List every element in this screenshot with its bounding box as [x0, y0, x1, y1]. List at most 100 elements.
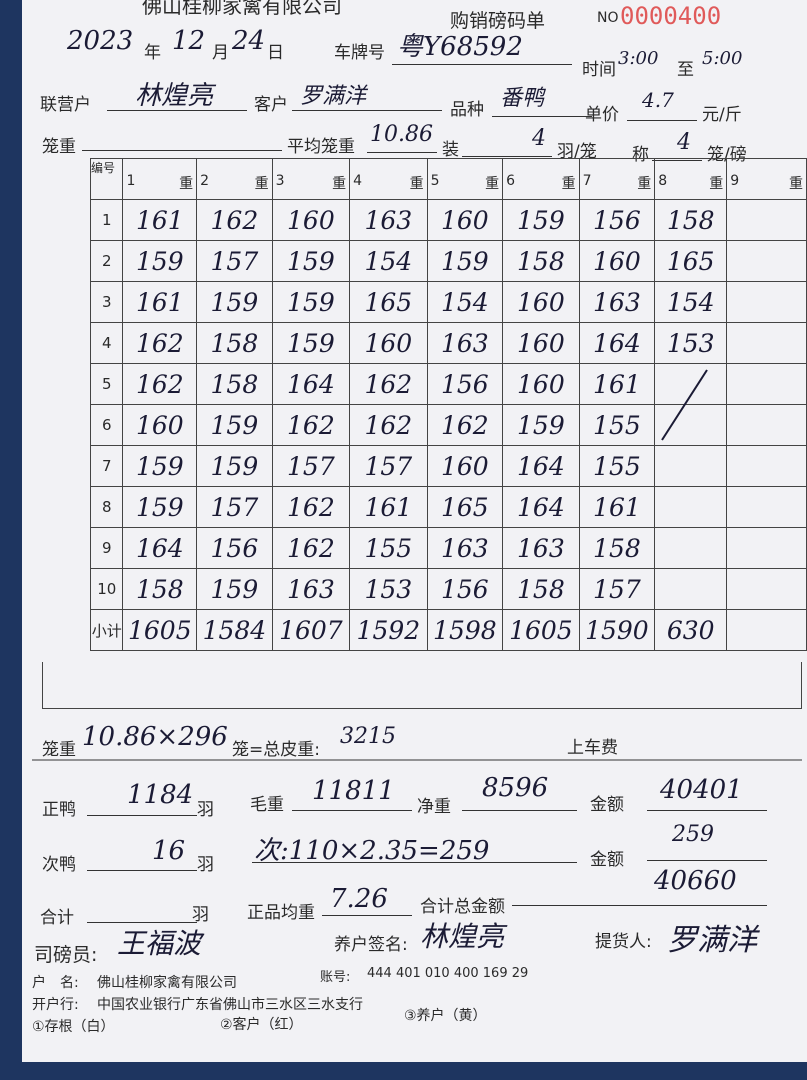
loading-fee-label: 上车费	[567, 738, 618, 758]
weight-unit: 重	[637, 176, 652, 192]
farmer-label: 养户签名:	[334, 935, 408, 955]
tare-label: 笼=总皮重:	[232, 740, 320, 760]
weight-cell: 160	[349, 322, 428, 364]
weight-cell: 160	[426, 445, 504, 487]
weight-cell: 159	[502, 199, 580, 241]
second-unit: 羽	[197, 855, 214, 875]
column-number: 2	[200, 173, 210, 189]
weight-cell: 160	[426, 199, 504, 241]
tare: 3215	[340, 724, 396, 749]
pickup-label: 提货人:	[595, 932, 652, 952]
copy: ②客户（红）	[220, 1017, 303, 1033]
farmer: 林煌亮	[420, 920, 505, 953]
column-number: 9	[730, 173, 740, 189]
column-number: 7	[582, 173, 592, 189]
load-unit: 羽/笼	[557, 142, 597, 162]
gross-label: 毛重	[250, 795, 284, 815]
weight-cell: 163	[426, 527, 504, 569]
total-label: 合计	[40, 908, 74, 928]
weight-cell: 158	[578, 527, 656, 569]
column-number: 1	[126, 173, 136, 189]
weight-cell: 155	[349, 527, 428, 569]
data-row: 9 164 156 162 155 163 163 158	[89, 527, 807, 569]
weight-cell: 164	[122, 527, 198, 569]
cage-calc: 10.86×296	[82, 722, 228, 752]
weight-cell: 158	[196, 363, 273, 405]
weight-cell: 161	[122, 281, 198, 323]
header-row: 编号 1 重 2 重 3 重 4 重 5 重 6 重 7 重 8 重 9 重	[89, 158, 807, 200]
net: 8596	[482, 773, 549, 803]
good: 1184	[127, 780, 194, 810]
weight-cell: 162	[271, 404, 351, 446]
weight-cell: 158	[502, 568, 580, 610]
weight-cell: 162	[122, 363, 198, 405]
weight-cell: 153	[349, 568, 428, 610]
weight-cell	[726, 527, 807, 569]
price-label: 单价	[585, 105, 619, 125]
weight-table: 编号 1 重 2 重 3 重 4 重 5 重 6 重 7 重 8 重 9 重 1 161 162 160 163 160 159 1…	[89, 158, 807, 651]
weight-cell: 159	[502, 404, 580, 446]
weight-cell: 160	[502, 322, 580, 364]
column-number: 5	[430, 173, 440, 189]
company: 佛山桂柳家禽有限公司	[142, 0, 342, 18]
paper: 佛山桂柳家禽有限公司 购销磅码单 NO 0000400 2023 年 12 月 …	[22, 0, 807, 1062]
copy: ③养户（黄）	[404, 1008, 487, 1024]
weight-cell: 1605	[502, 609, 580, 651]
plate: 粤Y68592	[397, 32, 523, 62]
weight-unit: 重	[254, 176, 269, 192]
price: 4.7	[642, 88, 674, 112]
weight-cell: 159	[426, 240, 504, 282]
weight-cell: 159	[122, 486, 198, 528]
weight-cell: 161	[578, 486, 656, 528]
weight-cell: 161	[349, 486, 428, 528]
weight-cell: 159	[196, 568, 273, 610]
time-start: 3:00	[618, 48, 659, 69]
column-number: 8	[658, 173, 668, 189]
copy: ①存根（白）	[32, 1019, 115, 1035]
weight-cell: 630	[654, 609, 728, 651]
weight-cell: 1598	[426, 609, 504, 651]
grand-label: 合计总金额	[420, 897, 505, 917]
customer-label: 客户	[254, 95, 288, 115]
weight-unit: 重	[409, 176, 424, 192]
net-label: 净重	[417, 797, 451, 817]
data-row: 1 161 162 160 163 160 159 156 158	[89, 199, 807, 241]
weight-cell: 159	[122, 445, 198, 487]
data-row: 4 162 158 159 160 163 160 164 153	[89, 322, 807, 364]
weight-cell: 157	[578, 568, 656, 610]
weigher: 王福波	[117, 927, 202, 960]
second-label: 次鸭	[42, 855, 76, 875]
data-row: 小计 1605 1584 1607 1592 1598 1605 1590 630	[89, 609, 807, 651]
weight-cell	[726, 609, 807, 651]
no-header: 编号	[89, 158, 124, 200]
year: 2023	[67, 26, 134, 56]
weight-cell: 165	[426, 486, 504, 528]
amount: 40401	[660, 775, 743, 805]
data-row: 10 158 159 163 153 156 158 157	[89, 568, 807, 610]
weight-cell: 155	[578, 404, 656, 446]
account-name: 佛山桂柳家禽有限公司	[97, 975, 237, 991]
time-label: 时间	[582, 60, 616, 80]
weight-cell	[726, 240, 807, 282]
weight-cell: 1590	[578, 609, 656, 651]
weight-cell: 165	[349, 281, 428, 323]
avg-label: 正品均重	[247, 903, 315, 923]
weight-cell	[726, 445, 807, 487]
weight-cell: 159	[196, 404, 273, 446]
pickup: 罗满洋	[667, 923, 757, 958]
weight-cell: 163	[349, 199, 428, 241]
cage-label: 笼重	[42, 137, 76, 157]
weight-cell: 164	[271, 363, 351, 405]
plate-label: 车牌号	[334, 43, 385, 63]
name-label: 户 名:	[32, 975, 79, 991]
weight-cell: 162	[196, 199, 273, 241]
good-label: 正鸭	[42, 800, 76, 820]
weight-cell: 156	[426, 363, 504, 405]
weight-cell: 158	[196, 322, 273, 364]
weight-cell: 162	[349, 363, 428, 405]
amount2: 259	[672, 822, 714, 847]
partner-label: 联营户	[40, 95, 91, 115]
time-to: 至	[677, 60, 694, 80]
